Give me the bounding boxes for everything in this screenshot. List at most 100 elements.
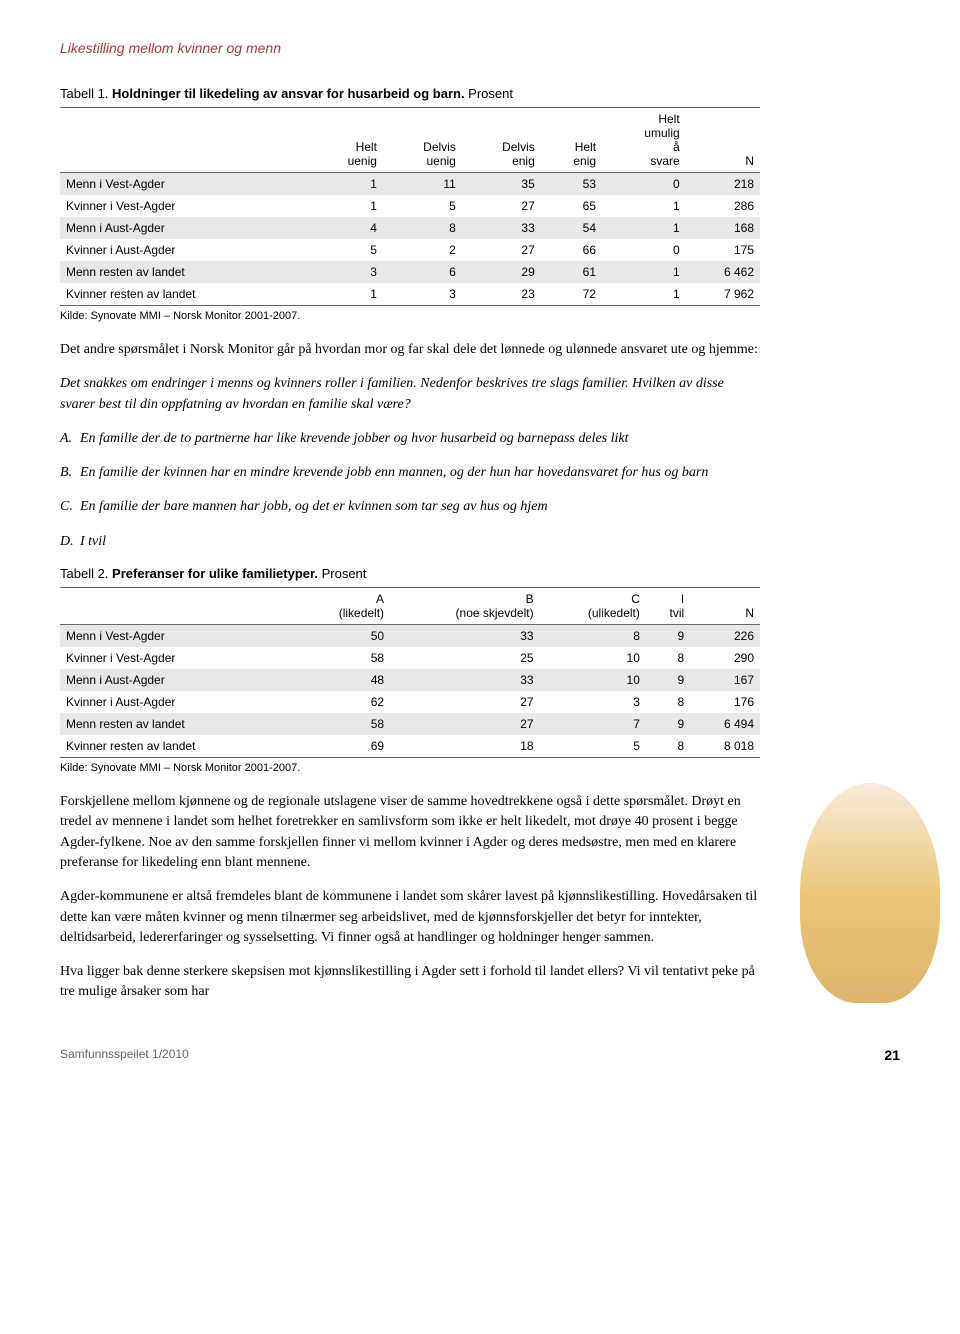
table-cell: 10 [540, 647, 646, 669]
table-cell: Menn i Aust-Agder [60, 669, 295, 691]
table-cell: 1 [310, 173, 383, 196]
table-cell: 6 494 [690, 713, 760, 735]
table-cell: 33 [462, 217, 541, 239]
table-row: Kvinner i Aust-Agder5227660175 [60, 239, 760, 261]
table-cell: 6 462 [686, 261, 760, 283]
table-cell: Kvinner resten av landet [60, 283, 310, 306]
table-cell: 9 [646, 625, 690, 648]
table-cell: 8 [646, 735, 690, 758]
decorative-image [800, 783, 940, 1003]
table-cell: 6 [383, 261, 462, 283]
table-cell: Kvinner resten av landet [60, 735, 295, 758]
list-marker: D. [60, 532, 80, 552]
table-cell: 5 [540, 735, 646, 758]
table-cell: 4 [310, 217, 383, 239]
table-row: Kvinner resten av landet13237217 962 [60, 283, 760, 306]
table-row: Kvinner resten av landet6918588 018 [60, 735, 760, 758]
page-number: 21 [884, 1047, 900, 1063]
table-cell: 58 [295, 713, 390, 735]
table2-prefix: Tabell 2. [60, 566, 112, 581]
table-cell: 54 [541, 217, 602, 239]
paragraph: Hva ligger bak denne sterkere skepsisen … [60, 962, 760, 1003]
section-header: Likestilling mellom kvinner og menn [60, 40, 760, 56]
table-row: Kvinner i Vest-Agder5825108290 [60, 647, 760, 669]
paragraph: Agder-kommunene er altså fremdeles blant… [60, 887, 760, 948]
table-row: Kvinner i Aust-Agder622738176 [60, 691, 760, 713]
table-cell: 33 [390, 669, 540, 691]
paragraph-italic: Det snakkes om endringer i menns og kvin… [60, 374, 760, 415]
table-cell: 5 [383, 195, 462, 217]
footer-left: Samfunnsspeilet 1/2010 [60, 1047, 189, 1063]
table-cell: 33 [390, 625, 540, 648]
table-cell: 29 [462, 261, 541, 283]
table-cell: 3 [383, 283, 462, 306]
table-cell: 1 [602, 195, 686, 217]
table-cell: 1 [310, 195, 383, 217]
table-cell: 176 [690, 691, 760, 713]
table1: HeltuenigDelvisuenigDelvisenigHeltenigHe… [60, 107, 760, 306]
table-cell: Menn i Aust-Agder [60, 217, 310, 239]
list-text: En familie der de to partnerne har like … [80, 429, 629, 449]
table-header: Heltenig [541, 108, 602, 173]
list-marker: B. [60, 463, 80, 483]
table-cell: 8 018 [690, 735, 760, 758]
table-cell: 226 [690, 625, 760, 648]
table-cell: 27 [462, 195, 541, 217]
list-marker: A. [60, 429, 80, 449]
table-header: C(ulikedelt) [540, 588, 646, 625]
table-header [60, 108, 310, 173]
table-cell: 11 [383, 173, 462, 196]
list-item: D.I tvil [60, 532, 760, 552]
table-cell: 8 [646, 691, 690, 713]
table-cell: Menn i Vest-Agder [60, 625, 295, 648]
table-cell: 72 [541, 283, 602, 306]
table-header [60, 588, 295, 625]
table-header: B(noe skjevdelt) [390, 588, 540, 625]
table-cell: 7 962 [686, 283, 760, 306]
list-item: A.En familie der de to partnerne har lik… [60, 429, 760, 449]
list-item: C.En familie der bare mannen har jobb, o… [60, 497, 760, 517]
list-text: En familie der bare mannen har jobb, og … [80, 497, 548, 517]
table2-suffix: Prosent [318, 566, 366, 581]
table-cell: 27 [390, 713, 540, 735]
table-cell: 290 [690, 647, 760, 669]
table-cell: Kvinner i Aust-Agder [60, 239, 310, 261]
table-cell: 66 [541, 239, 602, 261]
table-row: Menn resten av landet5827796 494 [60, 713, 760, 735]
table-cell: 8 [646, 647, 690, 669]
table-cell: 18 [390, 735, 540, 758]
table-header: Heltumuligåsvare [602, 108, 686, 173]
table-cell: 9 [646, 713, 690, 735]
table-header: N [686, 108, 760, 173]
table2-bold: Preferanser for ulike familietyper. [112, 566, 318, 581]
table-cell: 7 [540, 713, 646, 735]
table-cell: 175 [686, 239, 760, 261]
table-cell: 0 [602, 239, 686, 261]
table-cell: 2 [383, 239, 462, 261]
table-cell: 62 [295, 691, 390, 713]
table-header: Delvisuenig [383, 108, 462, 173]
table-cell: 9 [646, 669, 690, 691]
table2-title: Tabell 2. Preferanser for ulike familiet… [60, 566, 760, 581]
table-cell: 48 [295, 669, 390, 691]
table1-title: Tabell 1. Holdninger til likedeling av a… [60, 86, 760, 101]
table-row: Kvinner i Vest-Agder1527651286 [60, 195, 760, 217]
table-cell: 286 [686, 195, 760, 217]
table-header: Itvil [646, 588, 690, 625]
table-row: Menn i Vest-Agder11135530218 [60, 173, 760, 196]
paragraph: Det andre spørsmålet i Norsk Monitor går… [60, 340, 760, 360]
table-row: Menn resten av landet36296116 462 [60, 261, 760, 283]
table-cell: 8 [383, 217, 462, 239]
list-item: B.En familie der kvinnen har en mindre k… [60, 463, 760, 483]
table-cell: 1 [310, 283, 383, 306]
table-cell: Menn i Vest-Agder [60, 173, 310, 196]
table-cell: 23 [462, 283, 541, 306]
table-row: Menn i Aust-Agder4833541168 [60, 217, 760, 239]
table-header: A(likedelt) [295, 588, 390, 625]
table-cell: 27 [462, 239, 541, 261]
table-header: N [690, 588, 760, 625]
table-cell: 61 [541, 261, 602, 283]
table-cell: Kvinner i Vest-Agder [60, 195, 310, 217]
list-marker: C. [60, 497, 80, 517]
table-header: Delvisenig [462, 108, 541, 173]
